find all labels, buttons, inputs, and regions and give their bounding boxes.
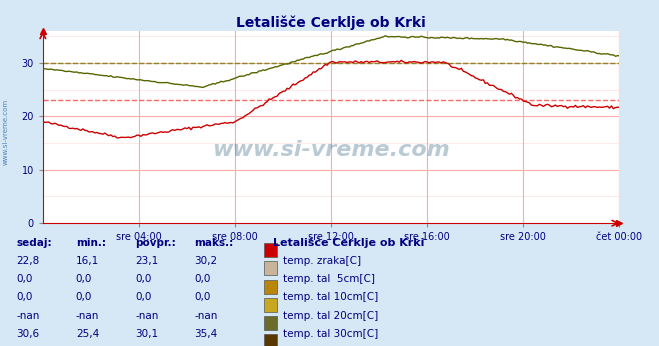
Text: temp. zraka[C]: temp. zraka[C] — [283, 256, 362, 266]
Text: 0,0: 0,0 — [16, 292, 33, 302]
Text: 16,1: 16,1 — [76, 256, 99, 266]
Text: temp. tal 20cm[C]: temp. tal 20cm[C] — [283, 311, 379, 321]
Text: 30,2: 30,2 — [194, 256, 217, 266]
Text: povpr.:: povpr.: — [135, 238, 176, 248]
Text: 35,4: 35,4 — [194, 329, 217, 339]
Text: www.si-vreme.com: www.si-vreme.com — [212, 140, 450, 160]
Text: -nan: -nan — [194, 311, 217, 321]
Title: Letališče Cerklje ob Krki: Letališče Cerklje ob Krki — [237, 16, 426, 30]
Text: 23,1: 23,1 — [135, 256, 158, 266]
Text: min.:: min.: — [76, 238, 106, 248]
Bar — [264, 261, 277, 275]
Text: 0,0: 0,0 — [76, 274, 92, 284]
Text: temp. tal  5cm[C]: temp. tal 5cm[C] — [283, 274, 376, 284]
Text: 0,0: 0,0 — [135, 292, 152, 302]
Text: 0,0: 0,0 — [135, 274, 152, 284]
Text: -nan: -nan — [76, 311, 99, 321]
Bar — [264, 243, 277, 257]
Text: maks.:: maks.: — [194, 238, 234, 248]
Text: temp. tal 30cm[C]: temp. tal 30cm[C] — [283, 329, 379, 339]
Text: 22,8: 22,8 — [16, 256, 40, 266]
Text: 25,4: 25,4 — [76, 329, 99, 339]
Text: 30,6: 30,6 — [16, 329, 40, 339]
Text: www.si-vreme.com: www.si-vreme.com — [3, 98, 9, 165]
Text: Letališče Cerklje ob Krki: Letališče Cerklje ob Krki — [273, 238, 425, 248]
Text: 0,0: 0,0 — [194, 274, 211, 284]
Text: 0,0: 0,0 — [76, 292, 92, 302]
Text: -nan: -nan — [135, 311, 158, 321]
Bar — [264, 280, 277, 294]
Text: -nan: -nan — [16, 311, 40, 321]
Text: 0,0: 0,0 — [16, 274, 33, 284]
Bar — [264, 316, 277, 330]
Text: temp. tal 10cm[C]: temp. tal 10cm[C] — [283, 292, 379, 302]
Text: sedaj:: sedaj: — [16, 238, 52, 248]
Text: 30,1: 30,1 — [135, 329, 158, 339]
Bar — [264, 298, 277, 312]
Text: 0,0: 0,0 — [194, 292, 211, 302]
Bar — [264, 334, 277, 346]
